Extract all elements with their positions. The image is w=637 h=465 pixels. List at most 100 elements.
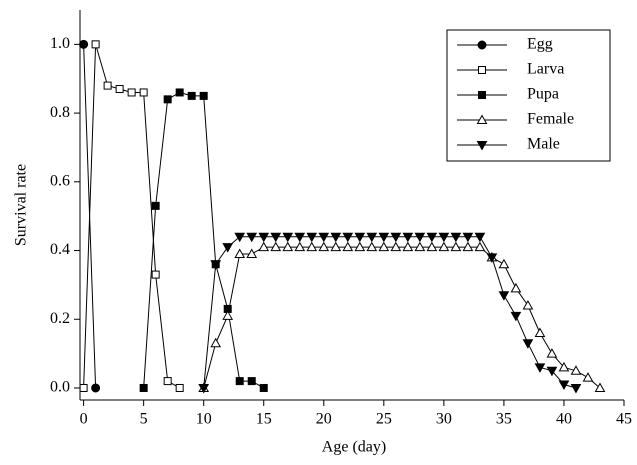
marker — [235, 377, 244, 386]
marker — [510, 311, 522, 322]
x-tick-label: 10 — [196, 411, 212, 428]
marker — [438, 232, 450, 243]
marker — [91, 383, 101, 393]
marker — [414, 241, 426, 252]
marker — [163, 377, 172, 386]
marker — [546, 348, 558, 358]
marker — [462, 232, 474, 243]
marker — [79, 383, 88, 392]
marker — [282, 232, 294, 243]
marker — [378, 241, 390, 252]
marker — [378, 232, 390, 243]
marker — [318, 232, 330, 243]
y-tick-label: 0.6 — [50, 172, 70, 189]
y-axis-label: Survival rate — [13, 164, 30, 246]
marker — [210, 260, 222, 270]
marker — [354, 232, 366, 243]
marker — [175, 383, 184, 392]
x-tick-label: 5 — [140, 411, 148, 428]
marker — [139, 383, 148, 392]
marker — [366, 241, 378, 252]
marker — [366, 232, 378, 243]
marker — [402, 232, 414, 243]
marker — [282, 241, 294, 252]
marker — [306, 241, 318, 252]
marker — [558, 380, 570, 391]
series-line — [203, 246, 601, 389]
marker — [342, 232, 354, 243]
x-tick-label: 40 — [556, 411, 572, 428]
marker — [476, 114, 488, 124]
marker — [258, 232, 270, 243]
marker — [247, 377, 256, 386]
y-tick-label: 0.8 — [50, 104, 70, 121]
marker — [151, 201, 160, 210]
marker — [103, 81, 112, 90]
marker — [510, 282, 522, 293]
y-tick-label: 0.0 — [50, 379, 70, 396]
marker — [498, 258, 510, 269]
series-line — [143, 91, 264, 389]
marker — [222, 310, 234, 320]
marker — [79, 39, 89, 49]
legend-label: Female — [527, 111, 574, 128]
marker — [534, 363, 546, 373]
marker — [222, 243, 234, 253]
marker — [476, 141, 488, 151]
marker — [402, 241, 414, 252]
marker — [330, 232, 342, 243]
marker — [478, 66, 486, 74]
marker — [477, 40, 487, 50]
marker — [390, 241, 402, 252]
y-tick-label: 1.0 — [50, 35, 70, 52]
marker — [246, 232, 258, 243]
x-tick-label: 20 — [316, 411, 332, 428]
marker — [246, 248, 258, 258]
x-axis-label: Age (day) — [322, 439, 386, 456]
marker — [462, 241, 474, 252]
marker — [570, 383, 582, 394]
legend-label: Larva — [527, 61, 564, 78]
marker — [270, 232, 282, 243]
marker — [570, 365, 582, 375]
marker — [91, 40, 100, 49]
marker — [234, 232, 246, 243]
marker — [270, 241, 282, 252]
marker — [474, 241, 486, 252]
marker — [450, 241, 462, 252]
legend-label: Pupa — [527, 86, 559, 103]
marker — [210, 337, 222, 348]
marker — [175, 88, 184, 97]
x-tick-label: 45 — [616, 411, 632, 428]
marker — [163, 95, 172, 104]
marker — [558, 361, 570, 372]
x-tick-label: 35 — [496, 411, 512, 428]
marker — [139, 88, 148, 97]
marker — [318, 241, 330, 252]
legend-label: Male — [527, 136, 560, 153]
marker — [534, 327, 546, 337]
marker — [187, 91, 196, 100]
marker — [522, 339, 534, 349]
legend-label: Egg — [527, 36, 553, 53]
marker — [438, 241, 450, 252]
marker — [306, 232, 318, 243]
marker — [426, 241, 438, 252]
x-tick-label: 30 — [436, 411, 452, 428]
x-tick-label: 15 — [256, 411, 272, 428]
marker — [486, 253, 498, 263]
marker — [390, 232, 402, 243]
marker — [478, 91, 486, 99]
y-tick-label: 0.4 — [50, 241, 70, 258]
marker — [354, 241, 366, 252]
marker — [294, 241, 306, 252]
x-tick-label: 25 — [376, 411, 392, 428]
x-tick-label: 0 — [80, 411, 88, 428]
marker — [127, 88, 136, 97]
marker — [294, 232, 306, 243]
marker — [342, 241, 354, 252]
marker — [330, 241, 342, 252]
marker — [546, 366, 558, 377]
marker — [522, 299, 534, 310]
